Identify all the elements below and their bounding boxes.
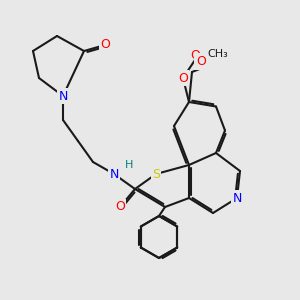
Text: S: S [152,167,160,181]
Text: N: N [58,89,68,103]
Text: N: N [109,167,119,181]
Text: CH₃: CH₃ [207,49,228,59]
Text: O: O [100,38,110,52]
Text: N: N [232,191,242,205]
Text: O: O [115,200,125,214]
Text: O: O [196,55,206,68]
Text: H: H [125,160,133,170]
Text: O: O [190,49,200,62]
Text: O: O [178,71,188,85]
